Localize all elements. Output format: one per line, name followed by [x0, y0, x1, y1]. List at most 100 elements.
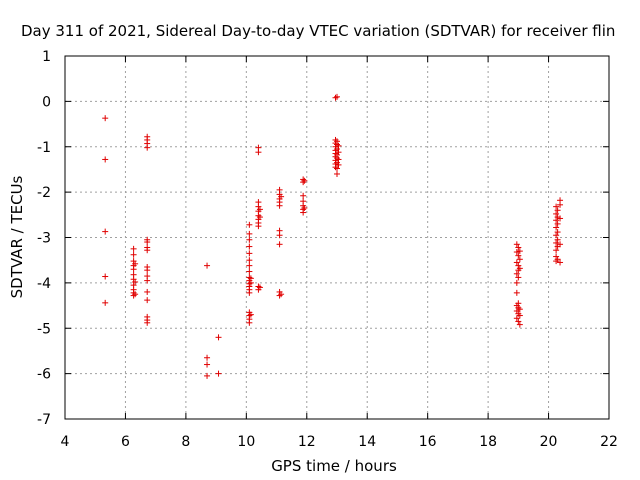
- y-tick-label: -4: [37, 276, 51, 292]
- data-point: [144, 247, 151, 254]
- data-point: [246, 250, 253, 257]
- chart-title: Day 311 of 2021, Sidereal Day-to-day VTE…: [21, 22, 615, 40]
- data-point: [246, 319, 253, 326]
- data-point: [554, 256, 561, 263]
- data-point: [553, 224, 560, 231]
- x-tick-label: 6: [121, 434, 130, 450]
- data-point: [246, 289, 253, 296]
- x-tick-label: 12: [298, 434, 316, 450]
- data-point: [204, 372, 211, 379]
- data-point: [278, 291, 285, 298]
- y-tick-label: -3: [37, 231, 51, 247]
- data-point: [204, 262, 211, 269]
- data-point: [553, 217, 560, 224]
- y-tick-label: 0: [42, 94, 51, 110]
- x-tick-label: 14: [358, 434, 376, 450]
- data-point: [247, 279, 254, 286]
- data-point: [513, 249, 520, 256]
- data-point: [246, 236, 253, 243]
- data-point: [132, 260, 139, 267]
- x-tick-label: 22: [600, 434, 618, 450]
- data-point: [515, 244, 522, 251]
- data-point: [553, 203, 560, 210]
- data-point: [102, 299, 109, 306]
- data-point: [130, 292, 137, 299]
- y-tick-label: -1: [37, 140, 51, 156]
- data-point: [553, 247, 560, 254]
- data-point: [246, 268, 253, 275]
- data-point: [215, 334, 222, 341]
- data-point: [130, 266, 137, 273]
- data-point: [144, 319, 151, 326]
- data-point: [255, 223, 262, 230]
- data-point: [554, 220, 561, 227]
- data-point: [246, 243, 253, 250]
- data-point: [557, 201, 564, 208]
- data-point: [300, 209, 307, 216]
- y-tick-label: -6: [37, 367, 51, 383]
- data-point: [132, 278, 139, 285]
- data-point: [144, 277, 151, 284]
- data-point: [130, 245, 137, 252]
- data-point: [102, 115, 109, 122]
- data-point: [557, 215, 564, 222]
- data-point: [276, 202, 283, 209]
- data-point: [130, 276, 137, 283]
- x-tick-label: 4: [61, 434, 70, 450]
- data-point: [557, 241, 564, 248]
- data-point: [557, 259, 564, 266]
- data-point: [247, 311, 254, 318]
- data-point: [515, 318, 522, 325]
- data-point: [516, 321, 523, 328]
- x-tick-label: 16: [419, 434, 437, 450]
- data-point: [300, 192, 307, 199]
- data-point: [300, 179, 307, 186]
- data-point: [204, 361, 211, 368]
- data-point: [516, 312, 523, 319]
- data-point: [554, 207, 561, 214]
- data-point: [130, 251, 137, 258]
- data-point: [256, 206, 263, 213]
- data-point: [553, 239, 560, 246]
- data-point: [334, 165, 340, 172]
- data-point: [255, 149, 262, 156]
- x-tick-label: 10: [237, 434, 255, 450]
- data-point: [256, 214, 263, 221]
- data-point: [335, 142, 342, 149]
- data-point: [516, 306, 523, 313]
- data-points: [102, 93, 564, 379]
- data-point: [334, 93, 340, 100]
- data-point: [516, 256, 523, 263]
- grid: [65, 56, 609, 419]
- data-point: [102, 156, 109, 163]
- data-point: [276, 241, 283, 248]
- y-tick-label: -2: [37, 185, 51, 201]
- data-point: [513, 259, 520, 266]
- data-point: [132, 291, 139, 298]
- data-point: [246, 221, 253, 228]
- data-point: [102, 273, 109, 280]
- data-point: [204, 354, 211, 361]
- y-tick-label: -7: [37, 412, 51, 428]
- data-point: [144, 144, 151, 151]
- data-point: [102, 228, 109, 235]
- x-tick-label: 20: [540, 434, 558, 450]
- x-tick-label: 8: [181, 434, 190, 450]
- data-point: [513, 289, 520, 296]
- data-point: [516, 248, 523, 255]
- y-tick-label: -5: [37, 321, 51, 337]
- data-point: [513, 270, 520, 277]
- data-point: [144, 239, 151, 246]
- data-point: [256, 284, 263, 291]
- data-point: [335, 161, 342, 168]
- y-tick-label: 1: [42, 49, 51, 65]
- data-point: [554, 236, 561, 243]
- data-point: [334, 170, 340, 177]
- data-point: [516, 265, 523, 272]
- data-point: [278, 193, 285, 200]
- data-point: [246, 257, 253, 264]
- data-point: [553, 210, 560, 217]
- data-point: [515, 274, 522, 281]
